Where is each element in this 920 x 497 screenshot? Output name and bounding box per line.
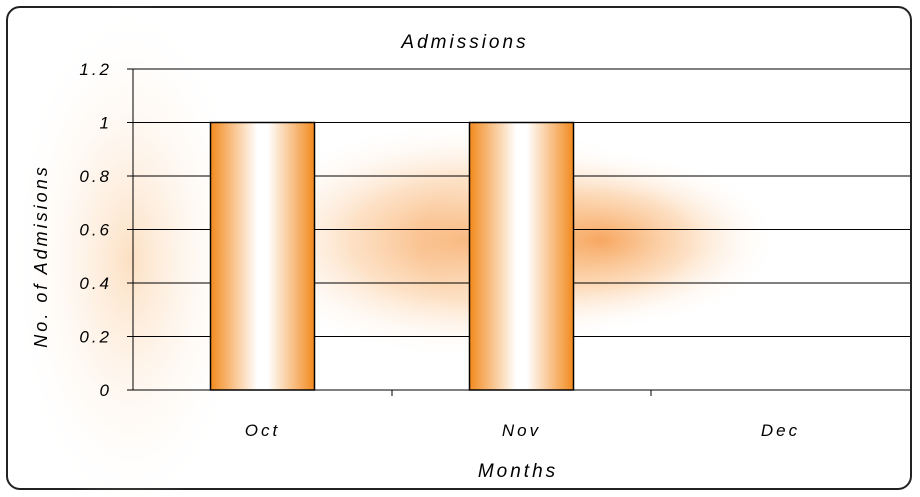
x-tick-label: Nov <box>502 421 541 440</box>
y-tick-label: 0.8 <box>79 167 112 186</box>
y-tick-label: 0 <box>100 381 112 400</box>
y-axis-ticks: 0 0.2 0.4 0.6 0.8 1 1.2 <box>79 60 133 400</box>
plot-background <box>10 0 780 497</box>
y-tick-label: 0.2 <box>79 328 112 347</box>
x-tick-label: Dec <box>761 421 800 440</box>
x-axis-label: Months <box>478 461 558 482</box>
x-tick-label: Oct <box>245 421 280 440</box>
bar-nov <box>468 121 575 391</box>
y-tick-label: 1 <box>100 114 112 133</box>
x-axis-ticks: Oct Nov Dec <box>245 390 800 440</box>
y-axis-label: No. of Admisions <box>31 164 51 347</box>
y-tick-label: 1.2 <box>79 60 112 79</box>
y-tick-label: 0.4 <box>79 274 112 293</box>
chart-title: Admissions <box>400 32 528 53</box>
bars <box>209 121 575 391</box>
bar-oct <box>209 121 316 391</box>
y-tick-label: 0.6 <box>79 221 112 240</box>
